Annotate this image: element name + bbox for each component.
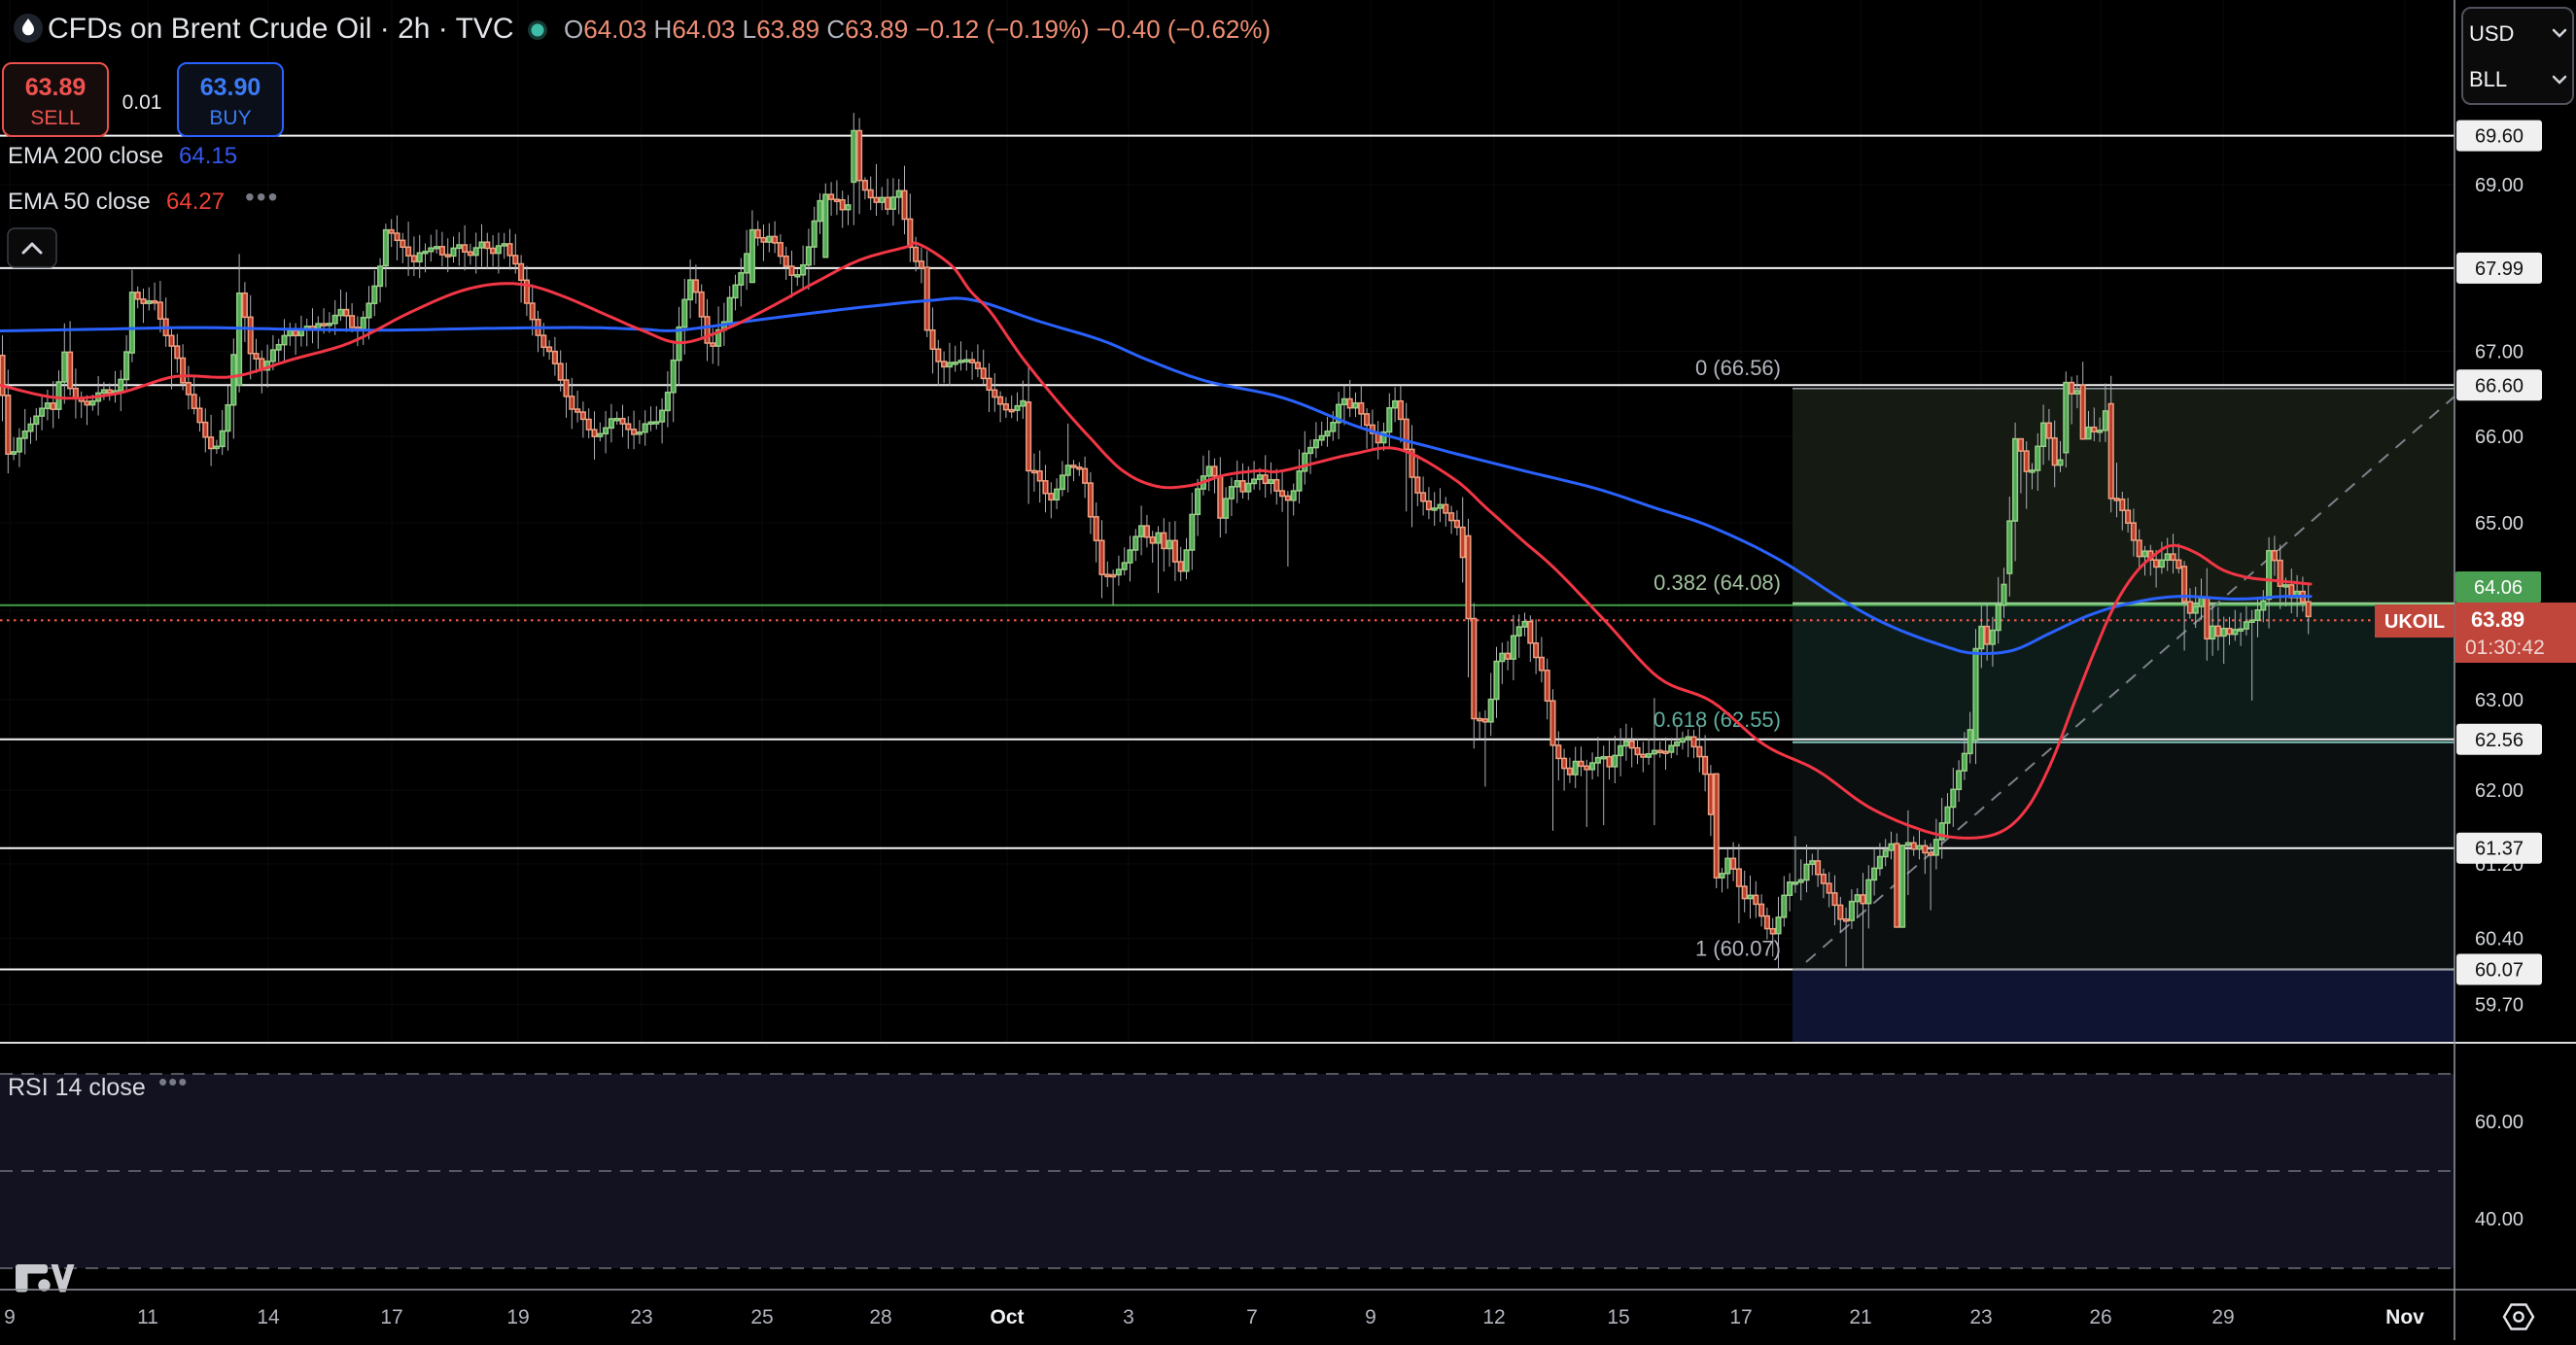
svg-text:59.70: 59.70	[2475, 995, 2524, 1017]
svg-text:23: 23	[1969, 1306, 1992, 1328]
svg-text:EMA 50 close: EMA 50 close	[8, 189, 151, 215]
svg-text:63.00: 63.00	[2475, 690, 2524, 711]
svg-text:1 (60.07): 1 (60.07)	[1695, 937, 1781, 961]
svg-text:65.00: 65.00	[2475, 513, 2524, 535]
svg-text:0 (66.56): 0 (66.56)	[1695, 356, 1781, 380]
svg-text:17: 17	[1729, 1306, 1752, 1328]
svg-text:3: 3	[1123, 1306, 1134, 1328]
svg-text:7: 7	[1246, 1306, 1258, 1328]
svg-text:64.27: 64.27	[166, 189, 225, 215]
svg-text:0.382 (64.08): 0.382 (64.08)	[1654, 570, 1781, 595]
svg-text:61.37: 61.37	[2475, 839, 2524, 860]
svg-text:66.00: 66.00	[2475, 427, 2524, 448]
svg-text:19: 19	[506, 1306, 529, 1328]
svg-text:67.00: 67.00	[2475, 341, 2524, 362]
svg-text:O64.03 H64.03 L63.89 C63.89 −0: O64.03 H64.03 L63.89 C63.89 −0.12 (−0.19…	[564, 15, 1271, 44]
svg-text:23: 23	[630, 1306, 652, 1328]
svg-text:14: 14	[257, 1306, 280, 1328]
svg-text:11: 11	[137, 1306, 158, 1328]
svg-text:EMA 200 close: EMA 200 close	[8, 143, 163, 169]
svg-text:•••: •••	[245, 182, 279, 212]
svg-text:Nov: Nov	[2385, 1306, 2424, 1328]
svg-text:63.89: 63.89	[2471, 607, 2524, 632]
svg-text:BUY: BUY	[209, 107, 251, 129]
svg-text:60.40: 60.40	[2475, 929, 2524, 950]
svg-text:•••: •••	[158, 1067, 188, 1096]
svg-text:60.00: 60.00	[2475, 1112, 2524, 1133]
svg-text:29: 29	[2211, 1306, 2234, 1328]
svg-text:69.60: 69.60	[2475, 126, 2524, 148]
svg-text:69.00: 69.00	[2475, 175, 2524, 196]
svg-text:0.618 (62.55): 0.618 (62.55)	[1654, 707, 1781, 732]
svg-text:01:30:42: 01:30:42	[2465, 637, 2545, 659]
svg-text:UKOIL: UKOIL	[2385, 611, 2445, 633]
svg-text:25: 25	[750, 1306, 773, 1328]
svg-text:Oct: Oct	[990, 1306, 1024, 1328]
svg-text:9: 9	[1365, 1306, 1376, 1328]
svg-text:62.00: 62.00	[2475, 780, 2524, 802]
svg-text:12: 12	[1482, 1306, 1505, 1328]
svg-text:60.07: 60.07	[2475, 960, 2524, 982]
svg-text:63.89: 63.89	[25, 74, 87, 101]
svg-text:64.15: 64.15	[179, 143, 237, 169]
svg-text:0.01: 0.01	[122, 91, 162, 114]
svg-text:BLL: BLL	[2469, 67, 2507, 91]
svg-text:15: 15	[1607, 1306, 1629, 1328]
svg-text:RSI 14 close: RSI 14 close	[8, 1074, 146, 1101]
svg-text:USD: USD	[2469, 21, 2514, 46]
svg-text:28: 28	[869, 1306, 891, 1328]
svg-text:40.00: 40.00	[2475, 1209, 2524, 1230]
svg-text:CFDs on Brent Crude Oil · 2h ·: CFDs on Brent Crude Oil · 2h · TVC	[48, 13, 514, 45]
svg-text:SELL: SELL	[30, 107, 80, 129]
svg-text:9: 9	[4, 1306, 16, 1328]
svg-text:62.56: 62.56	[2475, 730, 2524, 751]
svg-text:26: 26	[2089, 1306, 2111, 1328]
svg-text:21: 21	[1849, 1306, 1871, 1328]
svg-text:17: 17	[380, 1306, 402, 1328]
svg-text:67.99: 67.99	[2475, 259, 2524, 280]
svg-text:64.06: 64.06	[2474, 577, 2523, 599]
svg-text:63.90: 63.90	[200, 74, 261, 101]
svg-text:66.60: 66.60	[2475, 375, 2524, 397]
